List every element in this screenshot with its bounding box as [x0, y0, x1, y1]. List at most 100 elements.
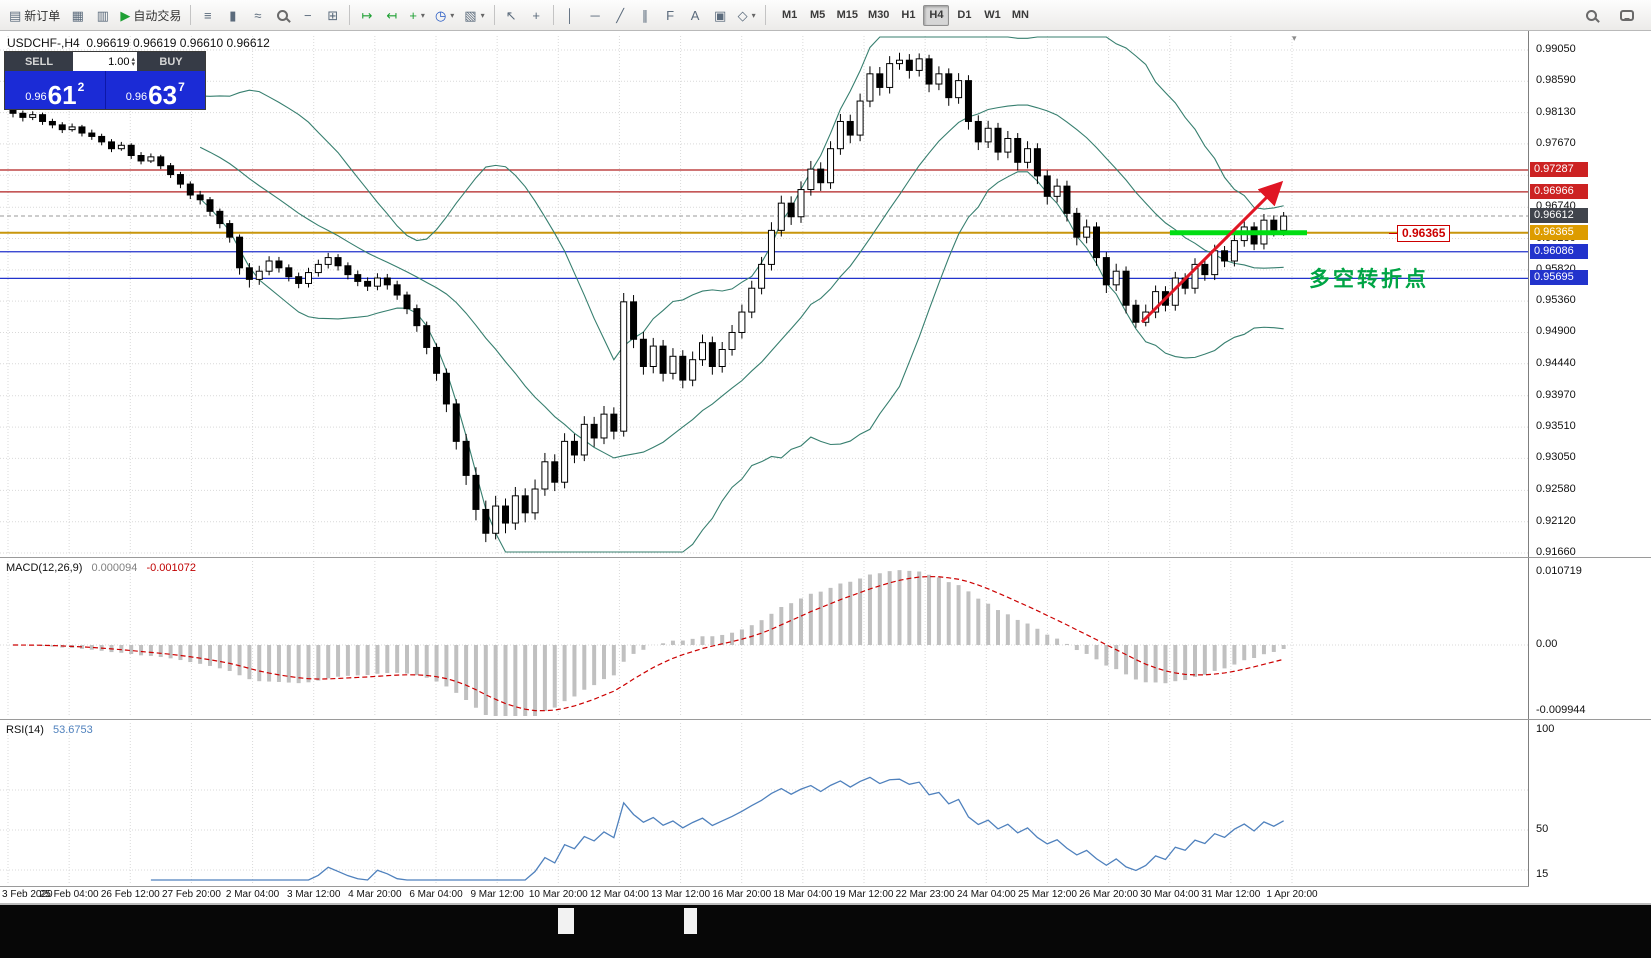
templates-button[interactable]: ▧ ▾ — [460, 4, 488, 27]
chevron-down-icon: ▾ — [751, 10, 756, 20]
timeframe-m15-button[interactable]: M15 — [836, 9, 859, 21]
macd-canvas[interactable] — [0, 558, 1528, 720]
time-axis-label: 18 Mar 04:00 — [773, 889, 833, 900]
cursor-icon: ↖ — [505, 7, 517, 23]
taskbar — [0, 905, 1651, 958]
panel-resize-handle[interactable] — [0, 557, 1651, 558]
taskbar-item[interactable] — [558, 908, 574, 934]
autotrading-play-icon: ▶ — [120, 7, 131, 23]
autotrading-button[interactable]: ▶ 自动交易 — [116, 4, 185, 27]
horizontal-line-button[interactable]: ─ — [584, 4, 607, 27]
chat-button[interactable] — [1615, 4, 1638, 27]
spinner-down-icon[interactable]: ▾ — [131, 60, 135, 68]
macd-scale-label: 0.010719 — [1536, 565, 1582, 577]
chat-icon — [1619, 9, 1634, 21]
price-scale[interactable]: 0.990500.985900.981300.976700.972100.967… — [1528, 31, 1651, 903]
shapes-icon: ◇ — [737, 7, 748, 23]
candles-layer[interactable] — [9, 52, 1288, 543]
line-chart-button[interactable]: ≈ — [246, 4, 269, 27]
rsi-value: 53.6753 — [52, 724, 93, 736]
candlestick-chart-icon: ▮ — [229, 7, 237, 23]
price-scale-label: 0.94440 — [1536, 356, 1576, 369]
vertical-line-icon: │ — [566, 7, 575, 23]
new-chart-button[interactable]: ▦ — [66, 4, 89, 27]
chevron-down-icon: ▾ — [480, 10, 485, 20]
volume-spinner[interactable]: ▴ ▾ — [131, 55, 135, 68]
panel-resize-handle[interactable] — [0, 719, 1651, 720]
timeframe-m30-button[interactable]: M30 — [868, 9, 890, 21]
rsi-line — [150, 776, 1284, 881]
timeframe-w1-button[interactable]: W1 — [984, 9, 1001, 21]
buy-price-sup: 7 — [178, 80, 185, 94]
trend-arrow[interactable] — [1140, 180, 1284, 324]
time-axis-label: 16 Mar 20:00 — [712, 889, 772, 900]
cursor-button[interactable]: ↖ — [500, 4, 523, 27]
toolbar: ▤ 新订单 ▦ ▥ ▶ 自动交易 ≡ ▮ ≈ − ⊞ ↦ ↤ + ▾ ◷ ▾ ▧ ▾ … — [0, 0, 1651, 31]
zoom-in-button[interactable] — [271, 4, 294, 27]
macd-grid — [0, 561, 1528, 716]
spinner-up-icon[interactable]: ▴ — [131, 55, 135, 63]
templates-icon: ▧ — [464, 7, 477, 23]
bar-chart-icon: ≡ — [204, 7, 212, 23]
timeframe-h1-button[interactable]: H1 — [901, 9, 916, 21]
price-level-badge: 0.96966 — [1530, 183, 1588, 199]
auto-scroll-button[interactable]: ↦ — [355, 4, 378, 27]
trendline-button[interactable]: ╱ — [609, 4, 632, 27]
shapes-button[interactable]: ◇ ▾ — [734, 4, 760, 27]
crosshair-button[interactable]: + — [525, 4, 548, 27]
rsi-name: RSI(14) — [6, 724, 44, 736]
time-axis-label: 25 Mar 12:00 — [1017, 889, 1077, 900]
timeframe-m5-button[interactable]: M5 — [809, 9, 826, 21]
price-chart-canvas[interactable] — [0, 31, 1528, 558]
text-tool-icon: A — [690, 7, 700, 23]
time-axis-label: 25 Feb 04:00 — [39, 889, 99, 900]
channel-button[interactable]: ∥ — [634, 4, 657, 27]
macd-histogram — [20, 570, 1286, 716]
macd-signal-value: -0.001072 — [146, 562, 196, 574]
timeframe-d1-button[interactable]: D1 — [957, 9, 972, 21]
candlestick-chart-button[interactable]: ▮ — [221, 4, 244, 27]
search-icon — [1586, 9, 1597, 21]
indicators-button[interactable]: + ▾ — [405, 4, 429, 27]
label-tool-icon: ▣ — [713, 7, 727, 23]
price-scale-label: 0.97670 — [1536, 136, 1576, 149]
profiles-button[interactable]: ▥ — [91, 4, 114, 27]
new-order-button[interactable]: ▤ 新订单 — [5, 4, 64, 27]
sell-price-prefix: 0.96 — [25, 91, 47, 103]
search-button[interactable] — [1580, 4, 1603, 27]
periods-button[interactable]: ◷ ▾ — [431, 4, 458, 27]
tile-windows-button[interactable]: ⊞ — [321, 4, 344, 27]
rsi-header: RSI(14) 53.6753 — [6, 724, 93, 736]
price-scale-label: 0.94900 — [1536, 325, 1576, 338]
toolbar-separator — [764, 5, 766, 25]
taskbar-item[interactable] — [684, 908, 697, 934]
time-axis[interactable]: 3 Feb 2020 25 Feb 04:00 26 Feb 12:00 27 Feb… — [0, 886, 1529, 903]
timeframe-h4-button[interactable]: H4 — [923, 4, 950, 26]
turning-point-note[interactable]: 多空转折点 — [1309, 268, 1429, 291]
label-tool-button[interactable]: ▣ — [709, 4, 732, 27]
time-axis-label: 1 Apr 20:00 — [1266, 889, 1318, 900]
chevron-down-icon: ▾ — [420, 10, 425, 20]
vertical-line-button[interactable]: │ — [559, 4, 582, 27]
timeframe-m1-button[interactable]: M1 — [781, 9, 798, 21]
support-price-label[interactable]: 0.96365 — [1388, 225, 1451, 242]
price-scale-label: 0.95360 — [1536, 294, 1576, 307]
buy-button[interactable]: BUY — [137, 52, 205, 71]
crosshair-icon: + — [532, 7, 540, 23]
sell-button[interactable]: SELL — [5, 52, 73, 71]
scroll-to-end-icon[interactable]: ▾ — [1292, 33, 1297, 43]
timeframe-mn-button[interactable]: MN — [1011, 9, 1029, 21]
fibonacci-icon: F — [666, 7, 675, 23]
text-tool-button[interactable]: A — [684, 4, 707, 27]
buy-price[interactable]: 0.96 63 7 — [104, 71, 206, 109]
one-click-trading-panel: SELL 1.00 ▴ ▾ BUY 0.96 61 2 0.96 63 7 — [4, 51, 206, 110]
fibonacci-button[interactable]: F — [659, 4, 682, 27]
new-chart-icon: ▦ — [71, 7, 84, 23]
volume-field[interactable]: 1.00 ▴ ▾ — [73, 52, 137, 71]
zoom-out-button[interactable]: − — [296, 4, 319, 27]
sell-price[interactable]: 0.96 61 2 — [5, 71, 105, 109]
rsi-canvas[interactable] — [0, 720, 1528, 886]
chart-shift-button[interactable]: ↤ — [380, 4, 403, 27]
buy-price-prefix: 0.96 — [125, 91, 148, 103]
bar-chart-button[interactable]: ≡ — [196, 4, 219, 27]
